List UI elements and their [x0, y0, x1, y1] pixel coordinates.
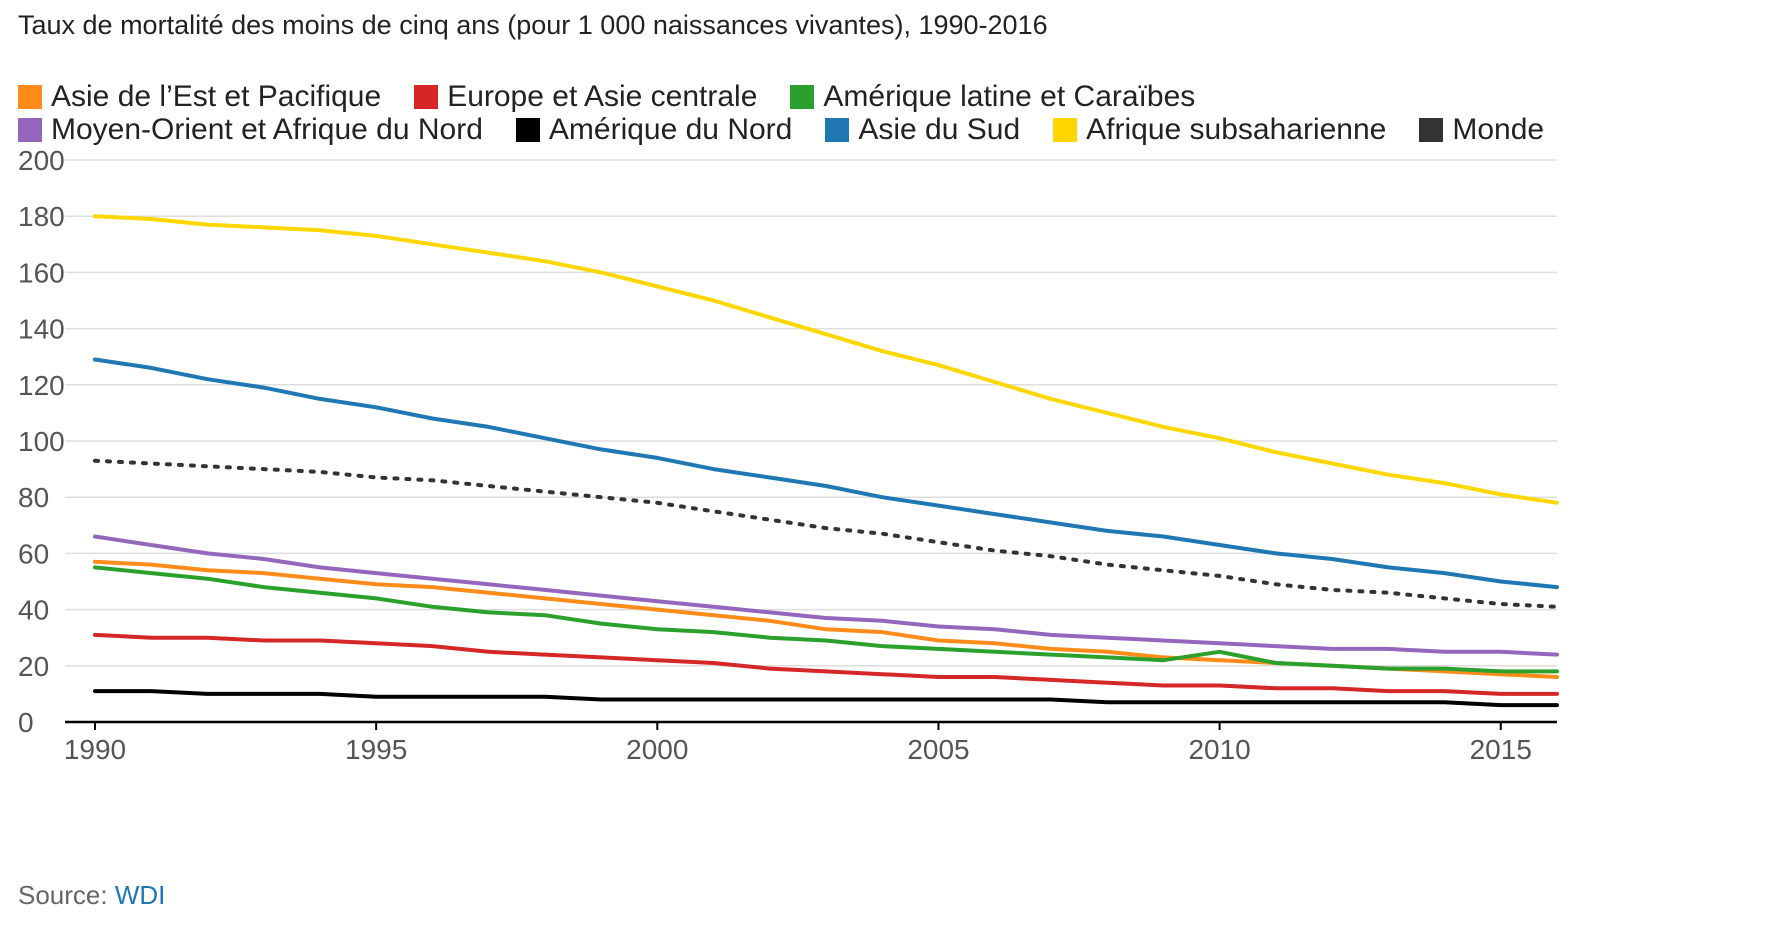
x-tick-label: 1990 [64, 734, 126, 765]
legend-row-2: Moyen-Orient et Afrique du Nord Amérique … [18, 113, 1577, 149]
legend-item-asie-de-l-est-et-pacifique[interactable]: Asie de l’Est et Pacifique [18, 80, 381, 114]
y-tick-label: 120 [18, 370, 65, 401]
legend-label: Asie du Sud [858, 113, 1021, 146]
legend-swatch [18, 118, 42, 142]
x-tick-label: 2015 [1470, 734, 1532, 765]
legend-swatch [414, 85, 439, 109]
y-tick-label: 160 [18, 257, 65, 288]
legend-item-moyen-orient-et-afrique-du-nord[interactable]: Moyen-Orient et Afrique du Nord [18, 113, 483, 147]
series-line-amerique-latine-et-caraibes [93, 565, 1559, 674]
legend-item-amerique-du-nord[interactable]: Amérique du Nord [515, 113, 793, 147]
legend-label: Afrique subsaharienne [1086, 113, 1387, 146]
series-line-asie-du-sud [93, 357, 1559, 590]
series-line-monde [93, 458, 1559, 609]
legend-item-afrique-subsaharienne[interactable]: Afrique subsaharienne [1053, 113, 1386, 147]
legend-label: Amérique latine et Caraïbes [823, 80, 1196, 113]
legend-label: Amérique du Nord [548, 113, 793, 146]
x-tick-label: 2010 [1188, 734, 1250, 765]
legend-item-amerique-latine-et-caraibes[interactable]: Amérique latine et Caraïbes [790, 80, 1195, 114]
chart-title: Taux de mortalité des moins de cinq ans … [18, 10, 1048, 40]
legend-item-europe-et-asie-centrale[interactable]: Europe et Asie centrale [414, 80, 757, 114]
legend-swatch [790, 85, 815, 109]
y-tick-label: 180 [18, 201, 65, 232]
legend-label: Europe et Asie centrale [447, 80, 758, 113]
legend-item-monde[interactable]: Monde [1419, 113, 1544, 147]
x-tick-label: 2005 [907, 734, 969, 765]
y-tick-label: 200 [18, 150, 65, 176]
y-tick-label: 140 [18, 314, 65, 345]
y-tick-label: 60 [18, 538, 49, 569]
legend-swatch [1419, 118, 1444, 142]
legend-swatch [18, 85, 42, 109]
y-tick-label: 0 [18, 707, 34, 738]
legend-label: Moyen-Orient et Afrique du Nord [51, 113, 483, 146]
series-line-afrique-subsaharienne [93, 214, 1559, 505]
legend-item-asie-du-sud[interactable]: Asie du Sud [825, 113, 1020, 147]
legend-swatch [1053, 118, 1078, 142]
legend-swatch [515, 118, 540, 142]
series-line-europe-et-asie-centrale [93, 632, 1559, 696]
y-tick-label: 80 [18, 482, 49, 513]
legend-label: Monde [1452, 113, 1545, 146]
source-link[interactable]: WDI [114, 880, 166, 910]
x-tick-label: 1995 [345, 734, 407, 765]
line-chart: 0 20 40 60 80 100 120 140 160 180 200 1990 1995 2000 2… [18, 150, 1559, 765]
series-line-amerique-du-nord [93, 689, 1559, 708]
source-note: Source: WDI [18, 880, 165, 911]
series-line-moyen-orient-et-afrique-du-nord [93, 534, 1559, 657]
legend-label: Asie de l’Est et Pacifique [51, 80, 382, 113]
legend-swatch [825, 118, 850, 142]
legend-row-1: Asie de l’Est et Pacifique Europe et Asie… [18, 80, 1228, 116]
x-tick-label: 2000 [626, 734, 688, 765]
y-tick-label: 100 [18, 426, 65, 457]
source-label: Source: [18, 880, 115, 910]
y-tick-label: 20 [18, 651, 49, 682]
y-tick-label: 40 [18, 595, 49, 626]
